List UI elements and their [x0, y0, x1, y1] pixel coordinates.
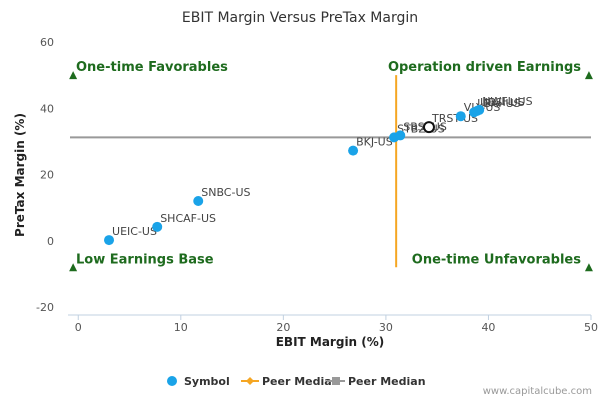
y-tick-label: 40	[40, 102, 54, 115]
data-point-label: SNBC-US	[201, 186, 250, 199]
data-point-label: UBSI-US	[480, 96, 525, 109]
y-tick-label: -20	[36, 301, 54, 314]
x-tick-label: 10	[174, 321, 188, 334]
data-point-label: BKJ-US	[356, 136, 393, 149]
data-point	[193, 196, 204, 206]
y-tick-label: 60	[40, 36, 54, 49]
x-axis-title: EBIT Margin (%)	[276, 335, 385, 349]
data-point	[395, 130, 406, 141]
quadrant-label-top-right: Operation driven Earnings	[388, 60, 581, 75]
data-point	[104, 235, 115, 246]
data-point-label: UEIC-US	[112, 225, 157, 238]
quadrant-label-top-left: One-time Favorables	[76, 60, 228, 75]
data-point-label: LBAI-US	[477, 97, 520, 110]
legend-label: Peer Median	[348, 375, 426, 388]
data-point-label: SHCAF-US	[160, 212, 216, 225]
data-point	[152, 221, 163, 232]
legend-marker-diamond	[246, 377, 254, 385]
quadrant-label-bottom-left: Low Earnings Base	[76, 252, 214, 267]
legend-label: Peer Median	[262, 375, 340, 388]
x-tick-label: 20	[276, 321, 290, 334]
quadrant-marker-top-right	[584, 71, 593, 80]
data-point	[474, 104, 485, 115]
plot-area: 0 10 20 30 40 50 -20 0 20 40 60 One-time Favorables…	[36, 36, 598, 334]
y-tick-label: 20	[40, 169, 54, 182]
x-tick-label: 50	[584, 321, 598, 334]
y-axis-title: PreTax Margin (%)	[13, 113, 27, 237]
y-tick-label: 0	[47, 235, 54, 248]
credit-text: www.capitalcube.com	[483, 386, 592, 397]
data-point	[455, 111, 466, 122]
legend: Symbol Peer Median Peer Median	[167, 375, 426, 388]
quadrant-label-bottom-right: One-time Unfavorables	[412, 252, 581, 267]
chart-title: EBIT Margin Versus PreTax Margin	[182, 10, 418, 26]
x-tick-label: 30	[379, 321, 393, 334]
data-point-highlight	[422, 121, 435, 134]
x-tick-label: 0	[75, 321, 82, 334]
data-point-label: TRST-US	[431, 112, 478, 125]
data-point-label: NWFL-US	[482, 95, 532, 108]
quadrant-marker-bottom-right	[584, 263, 593, 272]
legend-marker-symbol	[167, 376, 177, 386]
quadrant-marker-bottom-left	[69, 263, 78, 272]
legend-label: Symbol	[184, 375, 230, 388]
data-point	[348, 145, 359, 156]
x-tick-label: 40	[481, 321, 495, 334]
legend-marker-square	[332, 377, 340, 385]
quadrant-marker-top-left	[69, 71, 78, 80]
